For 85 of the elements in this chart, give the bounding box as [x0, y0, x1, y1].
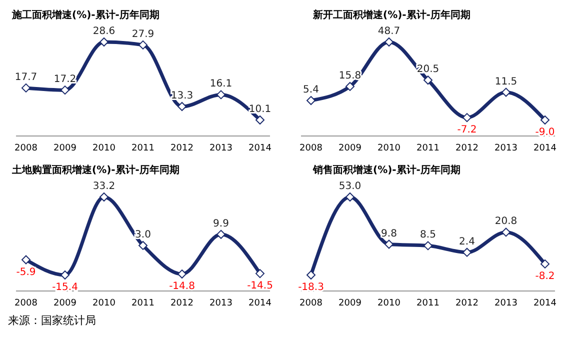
x-tick-label: 2010 — [92, 143, 116, 154]
point — [178, 270, 186, 279]
x-tick-label: 2013 — [210, 143, 232, 154]
point — [540, 259, 550, 268]
point — [540, 116, 550, 124]
x-tick-label: 2011 — [416, 298, 440, 308]
x-tick-label: 2013 — [494, 143, 518, 154]
point — [22, 255, 30, 264]
data-label: -14.8 — [169, 281, 195, 292]
x-tick-label: 2008 — [14, 298, 38, 308]
x-tick-label: 2011 — [416, 143, 440, 154]
chart-title: 施工面积增速(%)-累计-历年同期 — [11, 8, 160, 22]
point — [100, 192, 108, 202]
point — [346, 192, 354, 202]
point — [462, 113, 472, 122]
data-label: 33.2 — [92, 181, 116, 192]
x-tick-label: 2011 — [132, 143, 154, 154]
x-tick-label: 2011 — [132, 298, 154, 308]
x-tick-label: 2012 — [456, 143, 478, 154]
data-label: 48.7 — [378, 26, 400, 37]
data-label: 11.5 — [494, 76, 518, 88]
data-label: -14.5 — [247, 280, 273, 292]
data-label: 17.7 — [14, 72, 38, 83]
x-tick-label: 2012 — [170, 143, 194, 154]
x-tick-label: 2010 — [378, 143, 401, 154]
point — [306, 270, 316, 280]
x-tick-label: 2014 — [534, 143, 557, 154]
x-tick-label: 2014 — [534, 298, 557, 308]
data-label: 28.6 — [92, 26, 116, 37]
point — [306, 96, 316, 106]
point — [178, 102, 186, 112]
x-tick-label: 2013 — [210, 298, 232, 308]
point — [138, 240, 148, 250]
point — [384, 240, 394, 249]
data-label: 16.1 — [210, 78, 232, 90]
point — [502, 228, 510, 237]
x-tick-label: 2009 — [54, 298, 77, 308]
x-tick-label: 2008 — [14, 143, 38, 154]
point — [256, 269, 264, 278]
data-label: 27.9 — [132, 28, 154, 40]
x-tick-label: 2014 — [248, 298, 272, 308]
data-label: -18.3 — [298, 282, 324, 293]
x-tick-label: 2008 — [300, 143, 323, 154]
data-label: 2.4 — [459, 236, 475, 248]
point — [462, 248, 472, 257]
point — [22, 83, 30, 92]
point — [502, 88, 510, 97]
data-label: -9.0 — [535, 127, 555, 138]
chart-title: 销售面积增速(%)-累计-历年同期 — [312, 164, 462, 177]
data-label: -15.4 — [52, 282, 78, 293]
source-note: 来源：国家统计局 — [8, 313, 96, 328]
x-tick-label: 2012 — [170, 298, 194, 308]
data-label: 20.8 — [494, 216, 518, 228]
point — [60, 86, 70, 95]
point — [346, 82, 354, 91]
data-label: 8.5 — [420, 230, 436, 241]
point — [216, 230, 226, 239]
x-tick-label: 2012 — [456, 298, 478, 308]
chart-title: 土地购置面积增速(%)-累计-历年同期 — [11, 164, 180, 177]
data-label: -7.2 — [457, 124, 477, 136]
x-tick-label: 2010 — [92, 298, 116, 308]
x-tick-label: 2009 — [54, 143, 77, 154]
data-label: 17.2 — [54, 74, 76, 86]
data-label: 53.0 — [338, 181, 362, 192]
data-label: -8.2 — [535, 270, 555, 282]
x-tick-label: 2008 — [300, 298, 323, 308]
chart-title: 新开工面积增速(%)-累计-历年同期 — [312, 8, 472, 22]
point — [216, 90, 226, 100]
data-label: 9.9 — [213, 218, 229, 230]
point — [384, 38, 394, 46]
x-tick-label: 2010 — [378, 298, 401, 308]
x-tick-label: 2009 — [338, 298, 362, 308]
data-label: -5.9 — [16, 266, 36, 278]
point — [424, 241, 432, 250]
point — [256, 116, 264, 124]
point — [138, 40, 148, 50]
point — [60, 270, 70, 280]
point — [100, 38, 108, 46]
point — [424, 76, 432, 85]
x-tick-label: 2014 — [248, 143, 272, 154]
data-label: 10.1 — [248, 104, 272, 115]
x-tick-label: 2013 — [494, 298, 518, 308]
x-tick-label: 2009 — [338, 143, 362, 154]
data-label: 9.8 — [381, 228, 397, 240]
data-label: 5.4 — [303, 84, 319, 96]
